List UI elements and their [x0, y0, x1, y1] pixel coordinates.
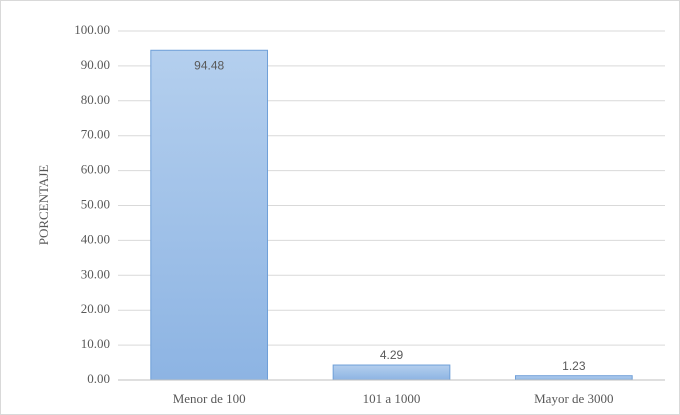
y-tick-label: 10.00: [81, 336, 110, 351]
y-tick-label: 0.00: [87, 371, 110, 386]
data-label: 1.23: [562, 359, 586, 373]
x-tick-label: Menor de 100: [173, 391, 246, 406]
y-tick-label: 20.00: [81, 301, 110, 316]
y-axis-label: PORCENTAJE: [36, 165, 51, 246]
y-tick-label: 40.00: [81, 231, 110, 246]
y-tick-label: 80.00: [81, 92, 110, 107]
y-tick-label: 70.00: [81, 127, 110, 142]
x-tick-label: Mayor de 3000: [534, 391, 613, 406]
y-tick-label: 90.00: [81, 57, 110, 72]
y-tick-label: 30.00: [81, 266, 110, 281]
data-label: 4.29: [380, 348, 404, 362]
bar: [332, 364, 451, 381]
y-tick-label: 50.00: [81, 196, 110, 211]
y-tick-label: 60.00: [81, 162, 110, 177]
y-tick-label: 100.00: [74, 22, 110, 37]
bar: [514, 375, 633, 381]
data-label: 94.48: [194, 58, 224, 72]
x-tick-label: 101 a 1000: [363, 391, 421, 406]
bar: [150, 49, 269, 381]
